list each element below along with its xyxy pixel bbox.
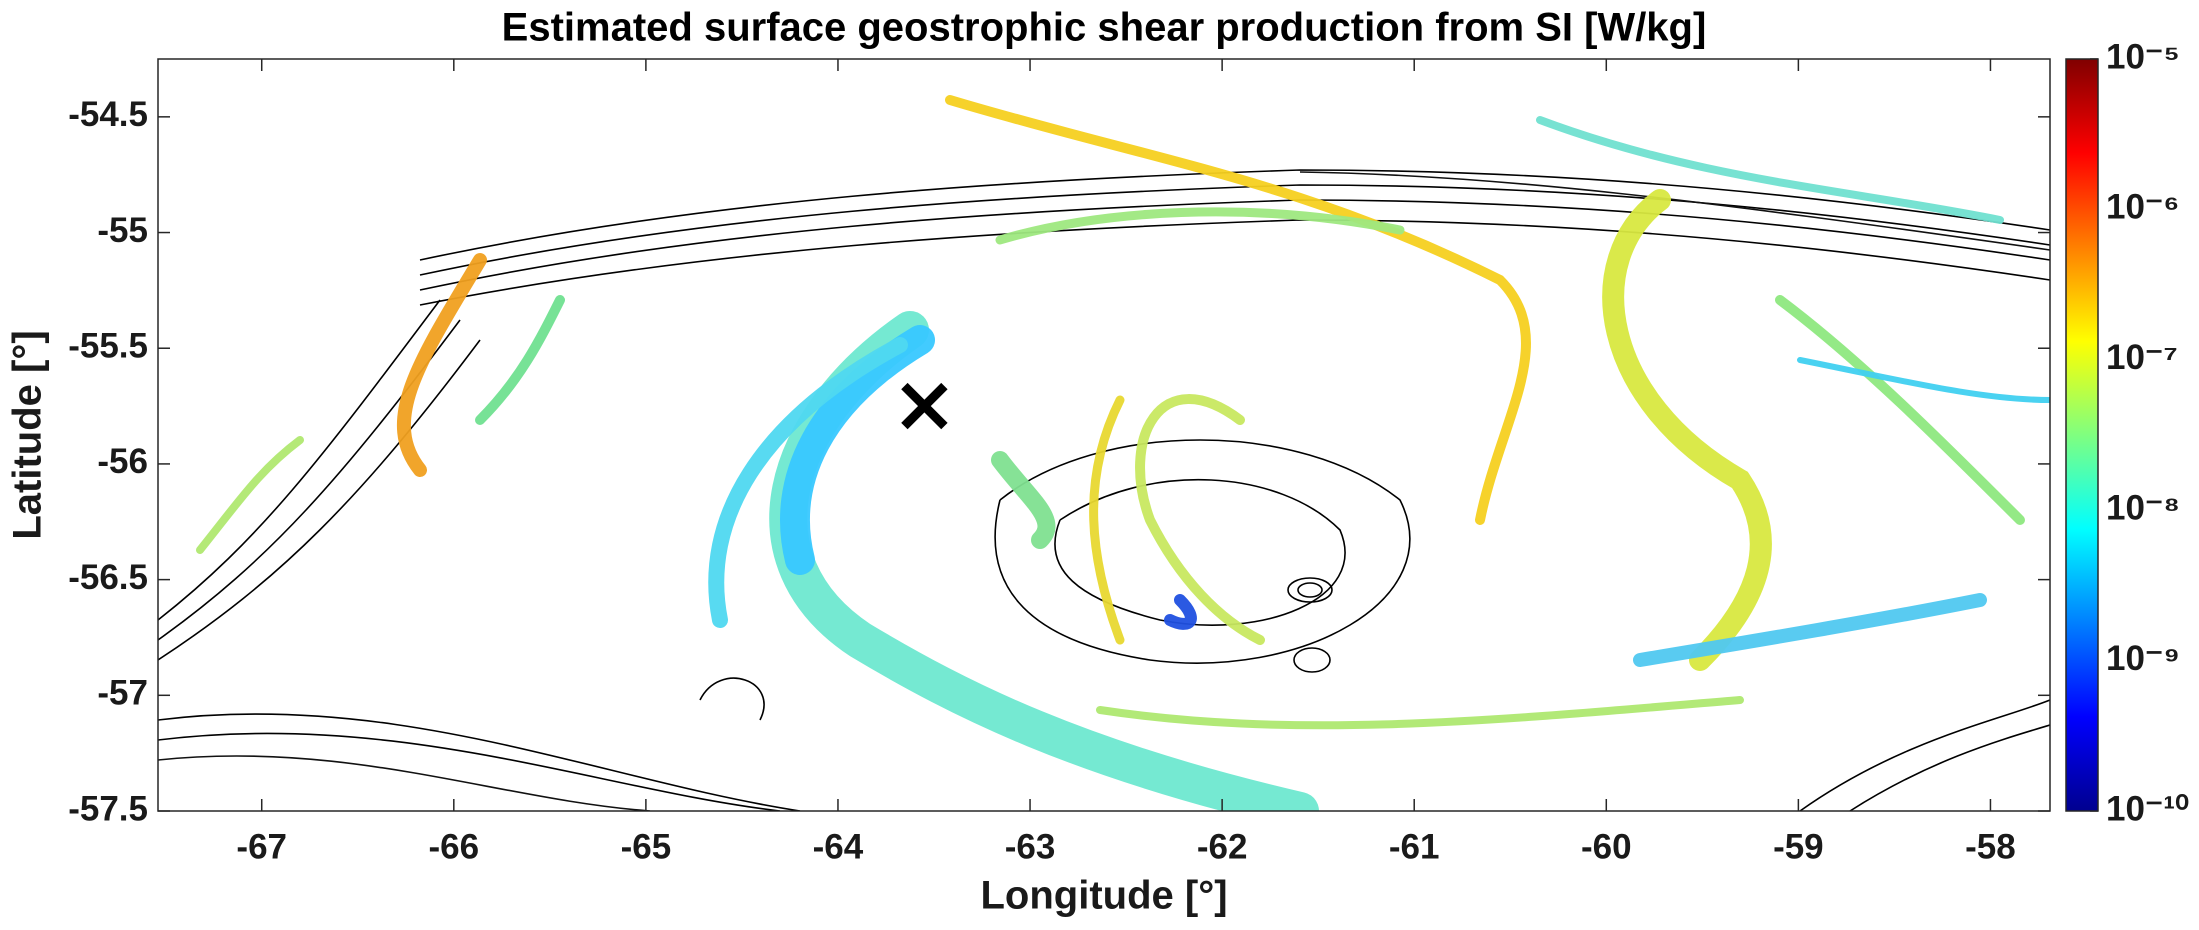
y-tick-label: -57 <box>97 674 148 713</box>
streaks <box>196 95 2050 811</box>
x-tick-label: -62 <box>1197 827 1248 866</box>
x-tick-label: -67 <box>236 827 287 866</box>
colorbar <box>2065 58 2099 812</box>
station-marker <box>901 382 948 430</box>
field <box>158 95 2050 811</box>
y-axis-label: Latitude [°] <box>6 330 50 539</box>
colorbar-tick-label: 10⁻⁶ <box>2106 188 2180 227</box>
y-tick-label: -55.5 <box>68 326 148 365</box>
colorbar-tick-label: 10⁻⁵ <box>2106 37 2180 76</box>
x-tick-label: -60 <box>1581 827 1632 866</box>
x-tick-label: -59 <box>1773 827 1824 866</box>
y-tick-label: -57.5 <box>68 789 148 828</box>
x-tick-label: -65 <box>621 827 672 866</box>
marker-stroke <box>901 382 948 430</box>
y-tick-label: -56.5 <box>68 558 148 597</box>
axes: -67 -66 -65 -64 -63 -62 -61 -60 -59 -58 -54.5 -55 -5… <box>68 37 2189 866</box>
y-tick-label: -54.5 <box>68 95 148 134</box>
x-tick-label: -61 <box>1389 827 1440 866</box>
x-tick-label: -63 <box>1005 827 1056 866</box>
chart-title: Estimated surface geostrophic shear prod… <box>502 6 1707 50</box>
contours <box>158 169 2050 811</box>
y-tick-label: -56 <box>97 442 148 481</box>
y-tick-label: -55 <box>97 211 148 250</box>
colorbar-tick-label: 10⁻⁹ <box>2106 639 2180 678</box>
colorbar-tick-label: 10⁻⁷ <box>2106 338 2178 377</box>
x-axis-label: Longitude [°] <box>980 874 1227 918</box>
x-tick-label: -58 <box>1965 827 2016 866</box>
x-tick-label: -66 <box>429 827 480 866</box>
x-tick-label: -64 <box>813 827 864 866</box>
colorbar-tick-label: 10⁻⁸ <box>2106 488 2180 527</box>
plot-frame <box>157 58 2051 812</box>
colorbar-tick-label: 10⁻¹⁰ <box>2106 789 2189 828</box>
